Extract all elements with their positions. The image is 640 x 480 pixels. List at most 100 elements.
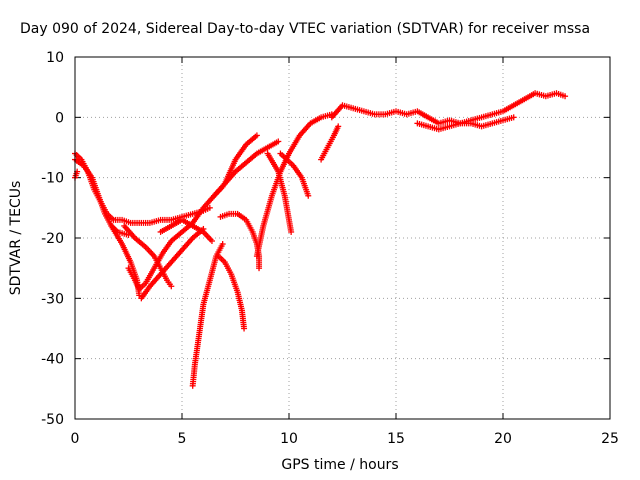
x-axis-label: GPS time / hours [281,457,398,473]
data-point [256,265,263,272]
series-arc-3 [72,168,81,181]
tick-layer: 0 5 10 15 20 25 -50 -40 -30 -20 -10 0 10 [41,50,619,447]
y-tick-label: 0 [55,110,64,126]
series-arc-6 [138,225,207,302]
series-arc-15 [264,150,295,235]
x-tick-label: 5 [178,431,187,447]
series-arc-13 [221,132,260,187]
data-point [179,236,195,254]
y-tick-label: -20 [41,231,64,247]
data-point [500,114,515,124]
data-point [206,255,219,284]
data-point [217,211,230,220]
x-tick-label: 25 [601,431,619,447]
data-point [253,145,269,157]
data-point [200,194,216,211]
data-point [542,90,558,100]
data-point [264,150,281,173]
data-point [138,284,152,302]
data-point [253,224,266,260]
data-point [151,253,163,270]
data-point [234,289,245,312]
series-arc-11 [215,253,248,332]
data-point [435,117,451,127]
data-point [101,210,114,227]
data-point [286,216,294,233]
data-point [425,123,440,132]
data-point [260,194,275,229]
x-tick-label: 0 [71,431,80,447]
data-point [189,206,206,226]
data-point [288,228,295,235]
data-point [134,277,142,297]
series-arc-12 [211,138,282,199]
data-point [121,222,137,240]
data-point [510,97,526,109]
data-point [200,228,214,243]
y-tick-label: -50 [41,412,64,428]
data-point [403,108,419,118]
data-point [290,162,304,179]
data-point [446,120,462,130]
data-point [532,90,547,99]
data-point [335,123,342,130]
series-arc-18 [328,90,569,127]
data-point [146,272,163,290]
data-point [414,108,430,120]
data-point [478,120,494,130]
data-point [467,120,483,129]
series-arc-7 [121,222,175,290]
y-tick-label: -10 [41,171,64,187]
data-point [215,253,227,264]
data-point [330,125,341,139]
data-point [268,170,283,199]
data-point [127,259,140,282]
data-point [131,235,148,249]
data-point [226,210,239,217]
data-point [521,91,537,103]
data-point [281,192,292,221]
data-point [221,158,238,187]
data-point [179,216,194,228]
data-point [108,222,125,246]
x-tick-label: 10 [280,431,298,447]
data-point [489,117,504,127]
data-point [241,325,248,332]
data-point [159,239,174,257]
data-point [425,114,441,126]
data-point [360,108,376,117]
data-marks [72,90,569,389]
data-point [393,108,408,117]
data-point [179,211,194,220]
data-point [371,111,387,118]
data-point [489,108,504,118]
series-arc-17 [318,123,342,163]
data-point [510,114,517,121]
data-point [168,248,184,266]
data-point [305,192,312,199]
data-point [221,259,234,276]
data-point [500,103,515,115]
y-tick-label: 10 [46,50,64,66]
data-point [324,134,336,151]
data-point [206,204,213,211]
data-point [328,103,345,121]
series-arc-8 [157,216,215,245]
data-point [562,93,569,100]
series-arc-16 [277,150,312,199]
data-point [211,182,227,199]
y-tick-label: -40 [41,352,64,368]
data-point [200,279,213,308]
data-point [228,271,240,294]
data-point [478,111,494,121]
data-point [298,174,311,197]
data-point [234,210,248,222]
data-point [238,307,247,330]
data-point [277,150,295,168]
data-point [219,241,226,248]
series-arc-2 [72,156,132,238]
data-point [286,134,302,157]
data-point [339,102,355,111]
chart-title: Day 090 of 2024, Sidereal Day-to-day VTE… [20,21,590,37]
